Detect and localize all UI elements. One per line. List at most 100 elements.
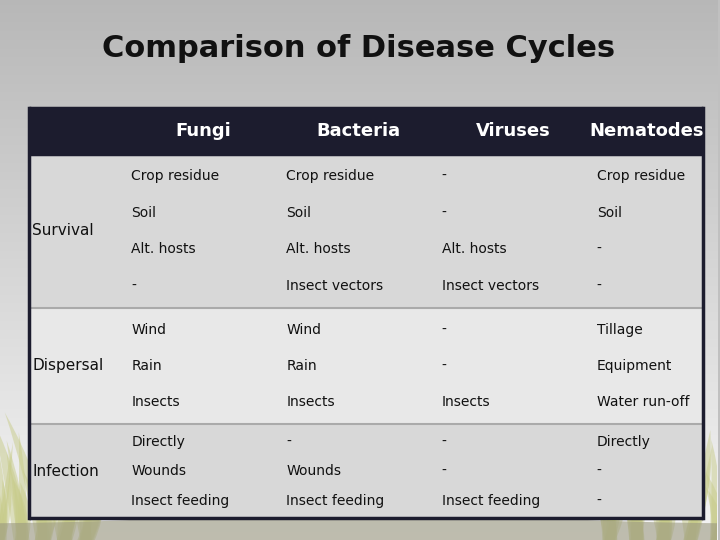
PathPatch shape (684, 474, 701, 540)
Bar (29, 154, 703, 308)
PathPatch shape (15, 482, 31, 540)
Text: Insects: Insects (287, 395, 335, 409)
PathPatch shape (0, 442, 13, 540)
PathPatch shape (590, 466, 617, 540)
PathPatch shape (629, 486, 643, 540)
Text: Survival: Survival (32, 224, 94, 238)
Text: Insect vectors: Insect vectors (441, 279, 539, 293)
PathPatch shape (711, 447, 720, 540)
Text: Insect feeding: Insect feeding (131, 494, 230, 508)
PathPatch shape (59, 434, 84, 540)
PathPatch shape (604, 472, 628, 540)
PathPatch shape (77, 463, 105, 540)
Text: Soil: Soil (287, 206, 312, 220)
Text: Soil: Soil (597, 206, 622, 220)
Text: Wind: Wind (131, 322, 166, 336)
Text: Insect vectors: Insect vectors (287, 279, 384, 293)
Text: -: - (597, 464, 602, 478)
PathPatch shape (660, 472, 671, 540)
PathPatch shape (57, 438, 84, 540)
Text: Directly: Directly (131, 435, 185, 449)
Text: Wounds: Wounds (287, 464, 341, 478)
PathPatch shape (706, 472, 720, 540)
Text: Dispersal: Dispersal (32, 359, 104, 373)
Text: -: - (441, 322, 446, 336)
Text: Rain: Rain (131, 359, 162, 373)
Text: Alt. hosts: Alt. hosts (441, 242, 506, 256)
Text: Soil: Soil (131, 206, 156, 220)
PathPatch shape (35, 464, 52, 540)
Text: -: - (441, 435, 446, 449)
Text: -: - (441, 359, 446, 373)
PathPatch shape (60, 445, 91, 540)
PathPatch shape (37, 419, 82, 540)
PathPatch shape (683, 430, 711, 540)
PathPatch shape (706, 487, 720, 540)
PathPatch shape (0, 454, 5, 540)
Text: Crop residue: Crop residue (287, 169, 374, 183)
Text: -: - (131, 279, 136, 293)
PathPatch shape (17, 432, 27, 540)
PathPatch shape (605, 434, 642, 540)
Bar (29, 108, 703, 154)
PathPatch shape (629, 447, 643, 540)
Text: Wind: Wind (287, 322, 322, 336)
PathPatch shape (53, 428, 92, 540)
Text: Insect feeding: Insect feeding (287, 494, 384, 508)
PathPatch shape (0, 421, 30, 540)
Text: -: - (441, 169, 446, 183)
PathPatch shape (22, 469, 47, 540)
PathPatch shape (656, 481, 672, 540)
Text: -: - (597, 279, 602, 293)
PathPatch shape (0, 427, 6, 540)
Text: Insects: Insects (131, 395, 180, 409)
Text: Nematodes: Nematodes (590, 122, 704, 140)
PathPatch shape (614, 456, 644, 540)
PathPatch shape (605, 443, 618, 540)
Text: Equipment: Equipment (597, 359, 672, 373)
Text: Alt. hosts: Alt. hosts (287, 242, 351, 256)
Text: Bacteria: Bacteria (316, 122, 400, 140)
PathPatch shape (657, 474, 672, 540)
PathPatch shape (59, 475, 76, 540)
PathPatch shape (80, 458, 111, 540)
Text: -: - (441, 206, 446, 220)
Text: Insects: Insects (441, 395, 490, 409)
PathPatch shape (0, 479, 8, 540)
PathPatch shape (82, 444, 91, 540)
PathPatch shape (601, 461, 617, 540)
PathPatch shape (656, 463, 677, 540)
PathPatch shape (5, 413, 50, 540)
PathPatch shape (34, 444, 48, 540)
PathPatch shape (632, 439, 651, 540)
PathPatch shape (650, 446, 670, 540)
Bar (29, 308, 703, 424)
PathPatch shape (78, 415, 125, 540)
PathPatch shape (56, 456, 73, 540)
PathPatch shape (685, 447, 711, 540)
PathPatch shape (714, 456, 720, 540)
PathPatch shape (0, 475, 12, 540)
PathPatch shape (674, 478, 696, 540)
PathPatch shape (687, 488, 698, 540)
PathPatch shape (711, 440, 720, 540)
PathPatch shape (613, 470, 644, 540)
Text: Comparison of Disease Cycles: Comparison of Disease Cycles (102, 34, 616, 63)
PathPatch shape (70, 472, 91, 540)
Text: Crop residue: Crop residue (597, 169, 685, 183)
Text: Alt. hosts: Alt. hosts (131, 242, 196, 256)
Text: Wounds: Wounds (131, 464, 186, 478)
Text: Infection: Infection (32, 464, 99, 478)
PathPatch shape (605, 430, 626, 540)
PathPatch shape (631, 450, 670, 540)
Bar (29, 424, 703, 518)
Text: Insect feeding: Insect feeding (441, 494, 540, 508)
PathPatch shape (0, 478, 4, 540)
Text: Viruses: Viruses (476, 122, 551, 140)
Text: -: - (597, 494, 602, 508)
PathPatch shape (35, 470, 55, 540)
PathPatch shape (714, 451, 720, 540)
PathPatch shape (580, 455, 615, 540)
Text: -: - (287, 435, 292, 449)
Text: Rain: Rain (287, 359, 317, 373)
